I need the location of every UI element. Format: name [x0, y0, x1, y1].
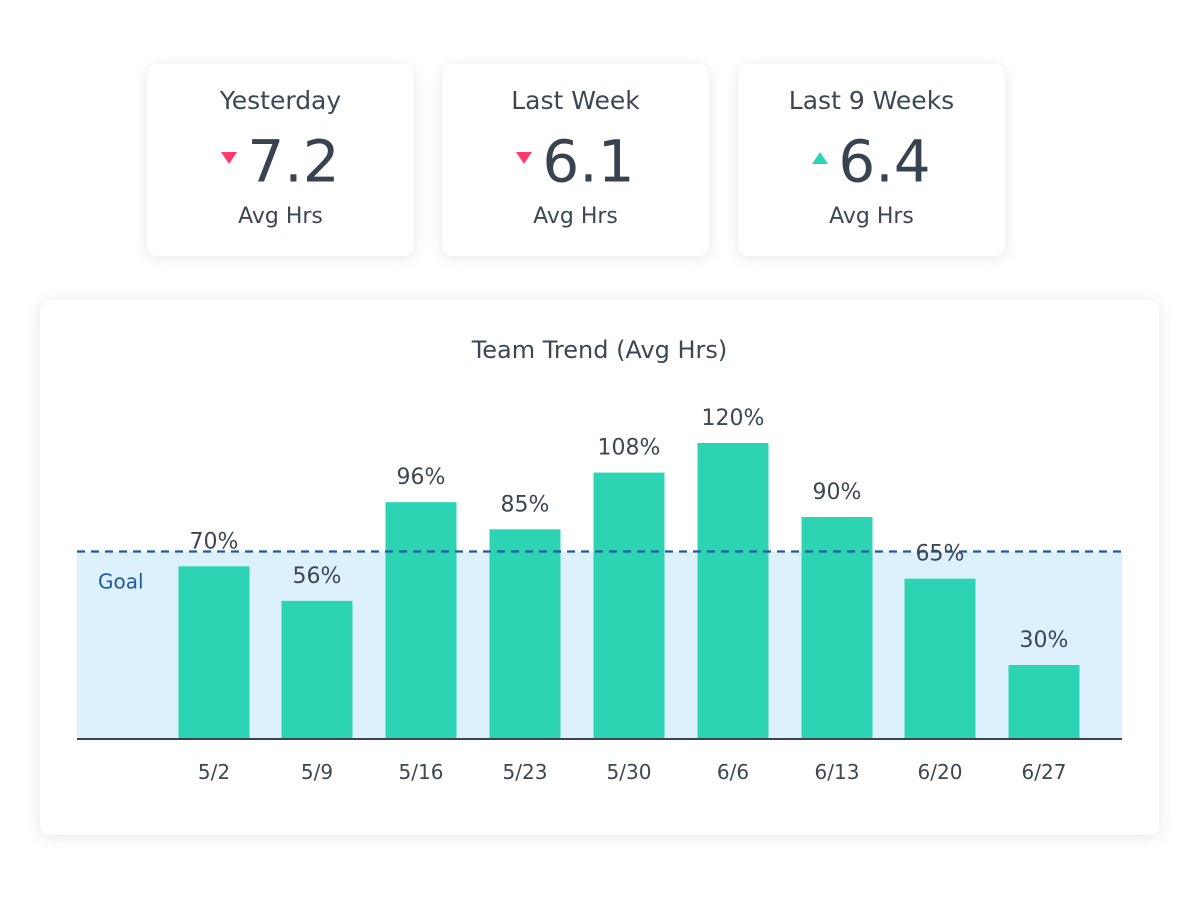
team-trend-chart: Goal 70% 56% 96% 85% 108% 120% 90% 65% 30% 5/2 5/9 5…	[77, 406, 1122, 784]
stat-unit: Avg Hrs	[533, 204, 618, 229]
x-tick-label: 5/9	[301, 760, 333, 784]
x-tick-label: 6/6	[717, 760, 749, 784]
x-tick-label: 6/27	[1022, 760, 1067, 784]
stat-unit: Avg Hrs	[238, 204, 323, 229]
stat-card-yesterday: Yesterday 7.2 Avg Hrs	[147, 64, 414, 256]
trend-down-icon	[516, 151, 533, 164]
x-tick-label: 5/23	[503, 760, 548, 784]
stat-card-last-week: Last Week 6.1 Avg Hrs	[442, 64, 709, 256]
goal-label: Goal	[98, 570, 144, 594]
data-label: 108%	[598, 436, 661, 461]
x-tick-label: 6/20	[918, 760, 963, 784]
stat-unit: Avg Hrs	[829, 204, 914, 229]
data-label: 90%	[813, 480, 862, 505]
bar	[801, 517, 873, 739]
stat-value: 6.4	[838, 127, 931, 196]
stat-card-last-9-weeks: Last 9 Weeks 6.4 Avg Hrs	[738, 64, 1005, 256]
bar	[1008, 665, 1080, 739]
stat-label: Last Week	[511, 86, 640, 115]
stat-label: Last 9 Weeks	[788, 86, 955, 115]
x-tick-label: 5/16	[399, 760, 444, 784]
bar	[904, 578, 976, 739]
data-label: 70%	[190, 529, 239, 554]
data-label: 30%	[1020, 628, 1069, 653]
chart-title: Team Trend (Avg Hrs)	[471, 336, 728, 364]
stat-label: Yesterday	[219, 86, 342, 115]
data-label: 96%	[397, 465, 446, 490]
bar	[178, 566, 250, 739]
data-label: 85%	[501, 492, 550, 517]
team-trend-chart-card: Team Trend (Avg Hrs) Goal 70% 56% 96% 85% 108…	[40, 300, 1159, 835]
bar	[385, 502, 457, 739]
data-label: 65%	[916, 542, 965, 567]
bar	[281, 600, 353, 739]
bar	[593, 472, 665, 739]
data-label: 56%	[293, 564, 342, 589]
stat-value: 6.1	[542, 127, 635, 196]
x-tick-label: 5/30	[607, 760, 652, 784]
stat-value: 7.2	[247, 127, 340, 196]
data-label: 120%	[702, 406, 765, 431]
x-tick-label: 5/2	[198, 760, 230, 784]
trend-up-icon	[812, 151, 829, 164]
bar	[697, 443, 769, 739]
trend-down-icon	[221, 151, 238, 164]
x-tick-label: 6/13	[815, 760, 860, 784]
bar	[489, 529, 561, 739]
